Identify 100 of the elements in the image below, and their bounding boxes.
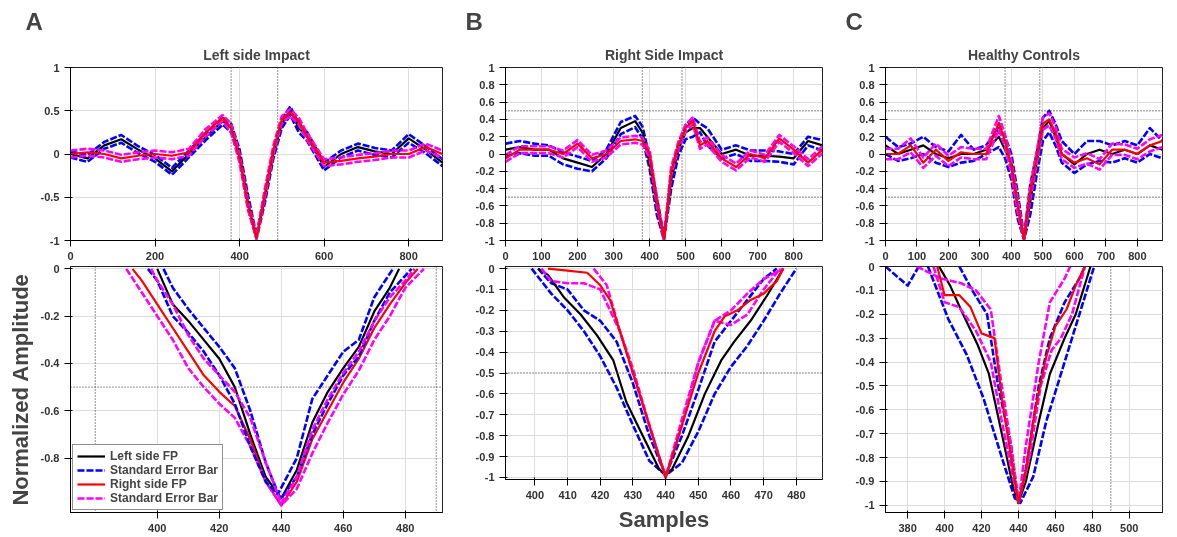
chart-title: Right Side Impact bbox=[604, 46, 724, 63]
y-tick-label: -0.6 bbox=[475, 199, 495, 212]
y-tick-label: 0.5 bbox=[44, 104, 60, 117]
x-tick-label: 480 bbox=[396, 521, 415, 534]
y-tick-label: 0 bbox=[53, 262, 60, 275]
y-tick-label: 0.2 bbox=[479, 130, 495, 143]
y-tick-label: -1 bbox=[484, 234, 495, 247]
y-tick-label: 0.4 bbox=[479, 113, 496, 126]
x-tick-label: 300 bbox=[604, 249, 623, 262]
y-tick-label: 0 bbox=[488, 262, 495, 275]
y-tick-label: -0.6 bbox=[855, 199, 875, 212]
x-tick-label: 480 bbox=[1083, 521, 1102, 534]
x-tick-label: 400 bbox=[640, 249, 659, 262]
y-tick-label: -0.6 bbox=[40, 404, 60, 417]
x-tick-label: 600 bbox=[712, 249, 731, 262]
y-tick-label: 0.6 bbox=[479, 96, 495, 109]
x-tick-label: 600 bbox=[1065, 249, 1084, 262]
y-tick-label: -1 bbox=[864, 499, 875, 512]
x-axis-title: Samples bbox=[618, 506, 710, 532]
y-tick-label: -0.6 bbox=[855, 403, 875, 416]
y-tick-label: -1 bbox=[484, 471, 495, 484]
x-tick-label: 460 bbox=[1046, 521, 1065, 534]
x-tick-label: 200 bbox=[145, 249, 165, 262]
y-tick-label: -0.3 bbox=[855, 332, 875, 345]
x-tick-label: 470 bbox=[754, 488, 773, 501]
x-tick-label: 430 bbox=[623, 488, 643, 501]
x-tick-label: 440 bbox=[656, 488, 675, 501]
y-tick-label: -0.4 bbox=[855, 182, 876, 195]
x-tick-label: 0 bbox=[502, 249, 509, 262]
y-tick-label: -0.7 bbox=[475, 408, 495, 421]
y-tick-label: -0.8 bbox=[40, 452, 60, 465]
y-tick-label: -0.8 bbox=[475, 429, 495, 442]
x-tick-label: 480 bbox=[787, 488, 806, 501]
y-tick-label: -0.5 bbox=[475, 367, 495, 379]
y-tick-label: 1 bbox=[488, 61, 495, 74]
x-tick-label: 450 bbox=[689, 488, 708, 501]
x-tick-label: 440 bbox=[1009, 521, 1028, 534]
y-tick-label: -0.5 bbox=[855, 379, 875, 392]
text: C bbox=[845, 7, 863, 35]
x-tick-label: 800 bbox=[1128, 249, 1147, 262]
text: B bbox=[465, 7, 483, 35]
x-tick-label: 100 bbox=[532, 249, 551, 262]
x-tick-label: 700 bbox=[1096, 249, 1116, 262]
x-tick-label: 400 bbox=[525, 488, 545, 501]
x-tick-label: 410 bbox=[558, 488, 577, 501]
y-tick-label: -0.4 bbox=[475, 346, 496, 359]
y-tick-label: 0 bbox=[53, 148, 60, 160]
chart-title: Left side Impact bbox=[203, 46, 311, 63]
x-tick-label: 400 bbox=[148, 521, 167, 534]
x-tick-label: 380 bbox=[898, 521, 917, 534]
y-tick-label: 1 bbox=[868, 61, 875, 74]
x-tick-label: 300 bbox=[970, 249, 990, 262]
y-tick-label: -0.2 bbox=[475, 165, 495, 178]
y-tick-label: -0.1 bbox=[855, 284, 875, 297]
y-tick-label: -0.4 bbox=[855, 356, 876, 369]
y-tick-label: 0.4 bbox=[859, 113, 876, 126]
x-tick-label: 460 bbox=[721, 488, 741, 501]
y-tick-label: 0.2 bbox=[859, 130, 875, 143]
x-tick-label: 420 bbox=[210, 521, 229, 534]
x-tick-label: 420 bbox=[972, 521, 991, 534]
y-tick-label: -0.4 bbox=[475, 182, 496, 195]
x-tick-label: 800 bbox=[399, 249, 418, 262]
y-tick-label: -0.2 bbox=[855, 165, 875, 178]
legend-label: Standard Error Bar bbox=[110, 463, 219, 477]
y-tick-label: -1 bbox=[864, 234, 875, 247]
x-tick-label: 800 bbox=[784, 249, 803, 262]
y-tick-label: -0.2 bbox=[855, 308, 875, 321]
y-tick-label: -0.6 bbox=[475, 387, 495, 400]
x-tick-label: 0 bbox=[67, 249, 74, 262]
y-tick-label: -0.7 bbox=[855, 427, 875, 440]
y-tick-label: -0.2 bbox=[40, 310, 60, 323]
x-tick-label: 200 bbox=[568, 249, 587, 262]
x-tick-label: 200 bbox=[939, 249, 958, 262]
legend-label: Right side FP bbox=[110, 477, 187, 491]
y-tick-label: -0.3 bbox=[475, 325, 495, 338]
x-tick-label: 420 bbox=[591, 488, 610, 501]
y-tick-label: -0.9 bbox=[855, 475, 875, 488]
x-tick-label: 600 bbox=[314, 249, 334, 262]
y-tick-label: 1 bbox=[53, 61, 60, 74]
y-axis-title: Normalized Amplitude bbox=[7, 274, 33, 506]
y-tick-label: -0.8 bbox=[855, 217, 875, 230]
legend-label: Left side FP bbox=[110, 449, 179, 463]
x-tick-label: 400 bbox=[1002, 249, 1021, 262]
text: A bbox=[25, 7, 43, 35]
x-tick-label: 500 bbox=[1120, 521, 1139, 534]
y-tick-label: 0 bbox=[868, 260, 875, 273]
y-tick-label: -0.1 bbox=[475, 283, 495, 296]
y-tick-label: -0.4 bbox=[40, 357, 61, 370]
y-tick-label: -0.9 bbox=[475, 450, 495, 463]
y-tick-label: 0 bbox=[868, 148, 875, 160]
y-tick-label: 0 bbox=[488, 148, 495, 160]
y-tick-label: -1 bbox=[49, 234, 60, 247]
x-tick-label: 100 bbox=[907, 249, 927, 262]
y-tick-label: 0.8 bbox=[479, 78, 495, 91]
y-tick-label: -0.2 bbox=[475, 304, 495, 317]
x-tick-label: 440 bbox=[272, 521, 291, 534]
chart-title: Healthy Controls bbox=[967, 46, 1081, 63]
y-tick-label: -0.5 bbox=[40, 191, 60, 204]
y-tick-label: 0.6 bbox=[859, 96, 875, 109]
x-tick-label: 0 bbox=[882, 249, 889, 262]
